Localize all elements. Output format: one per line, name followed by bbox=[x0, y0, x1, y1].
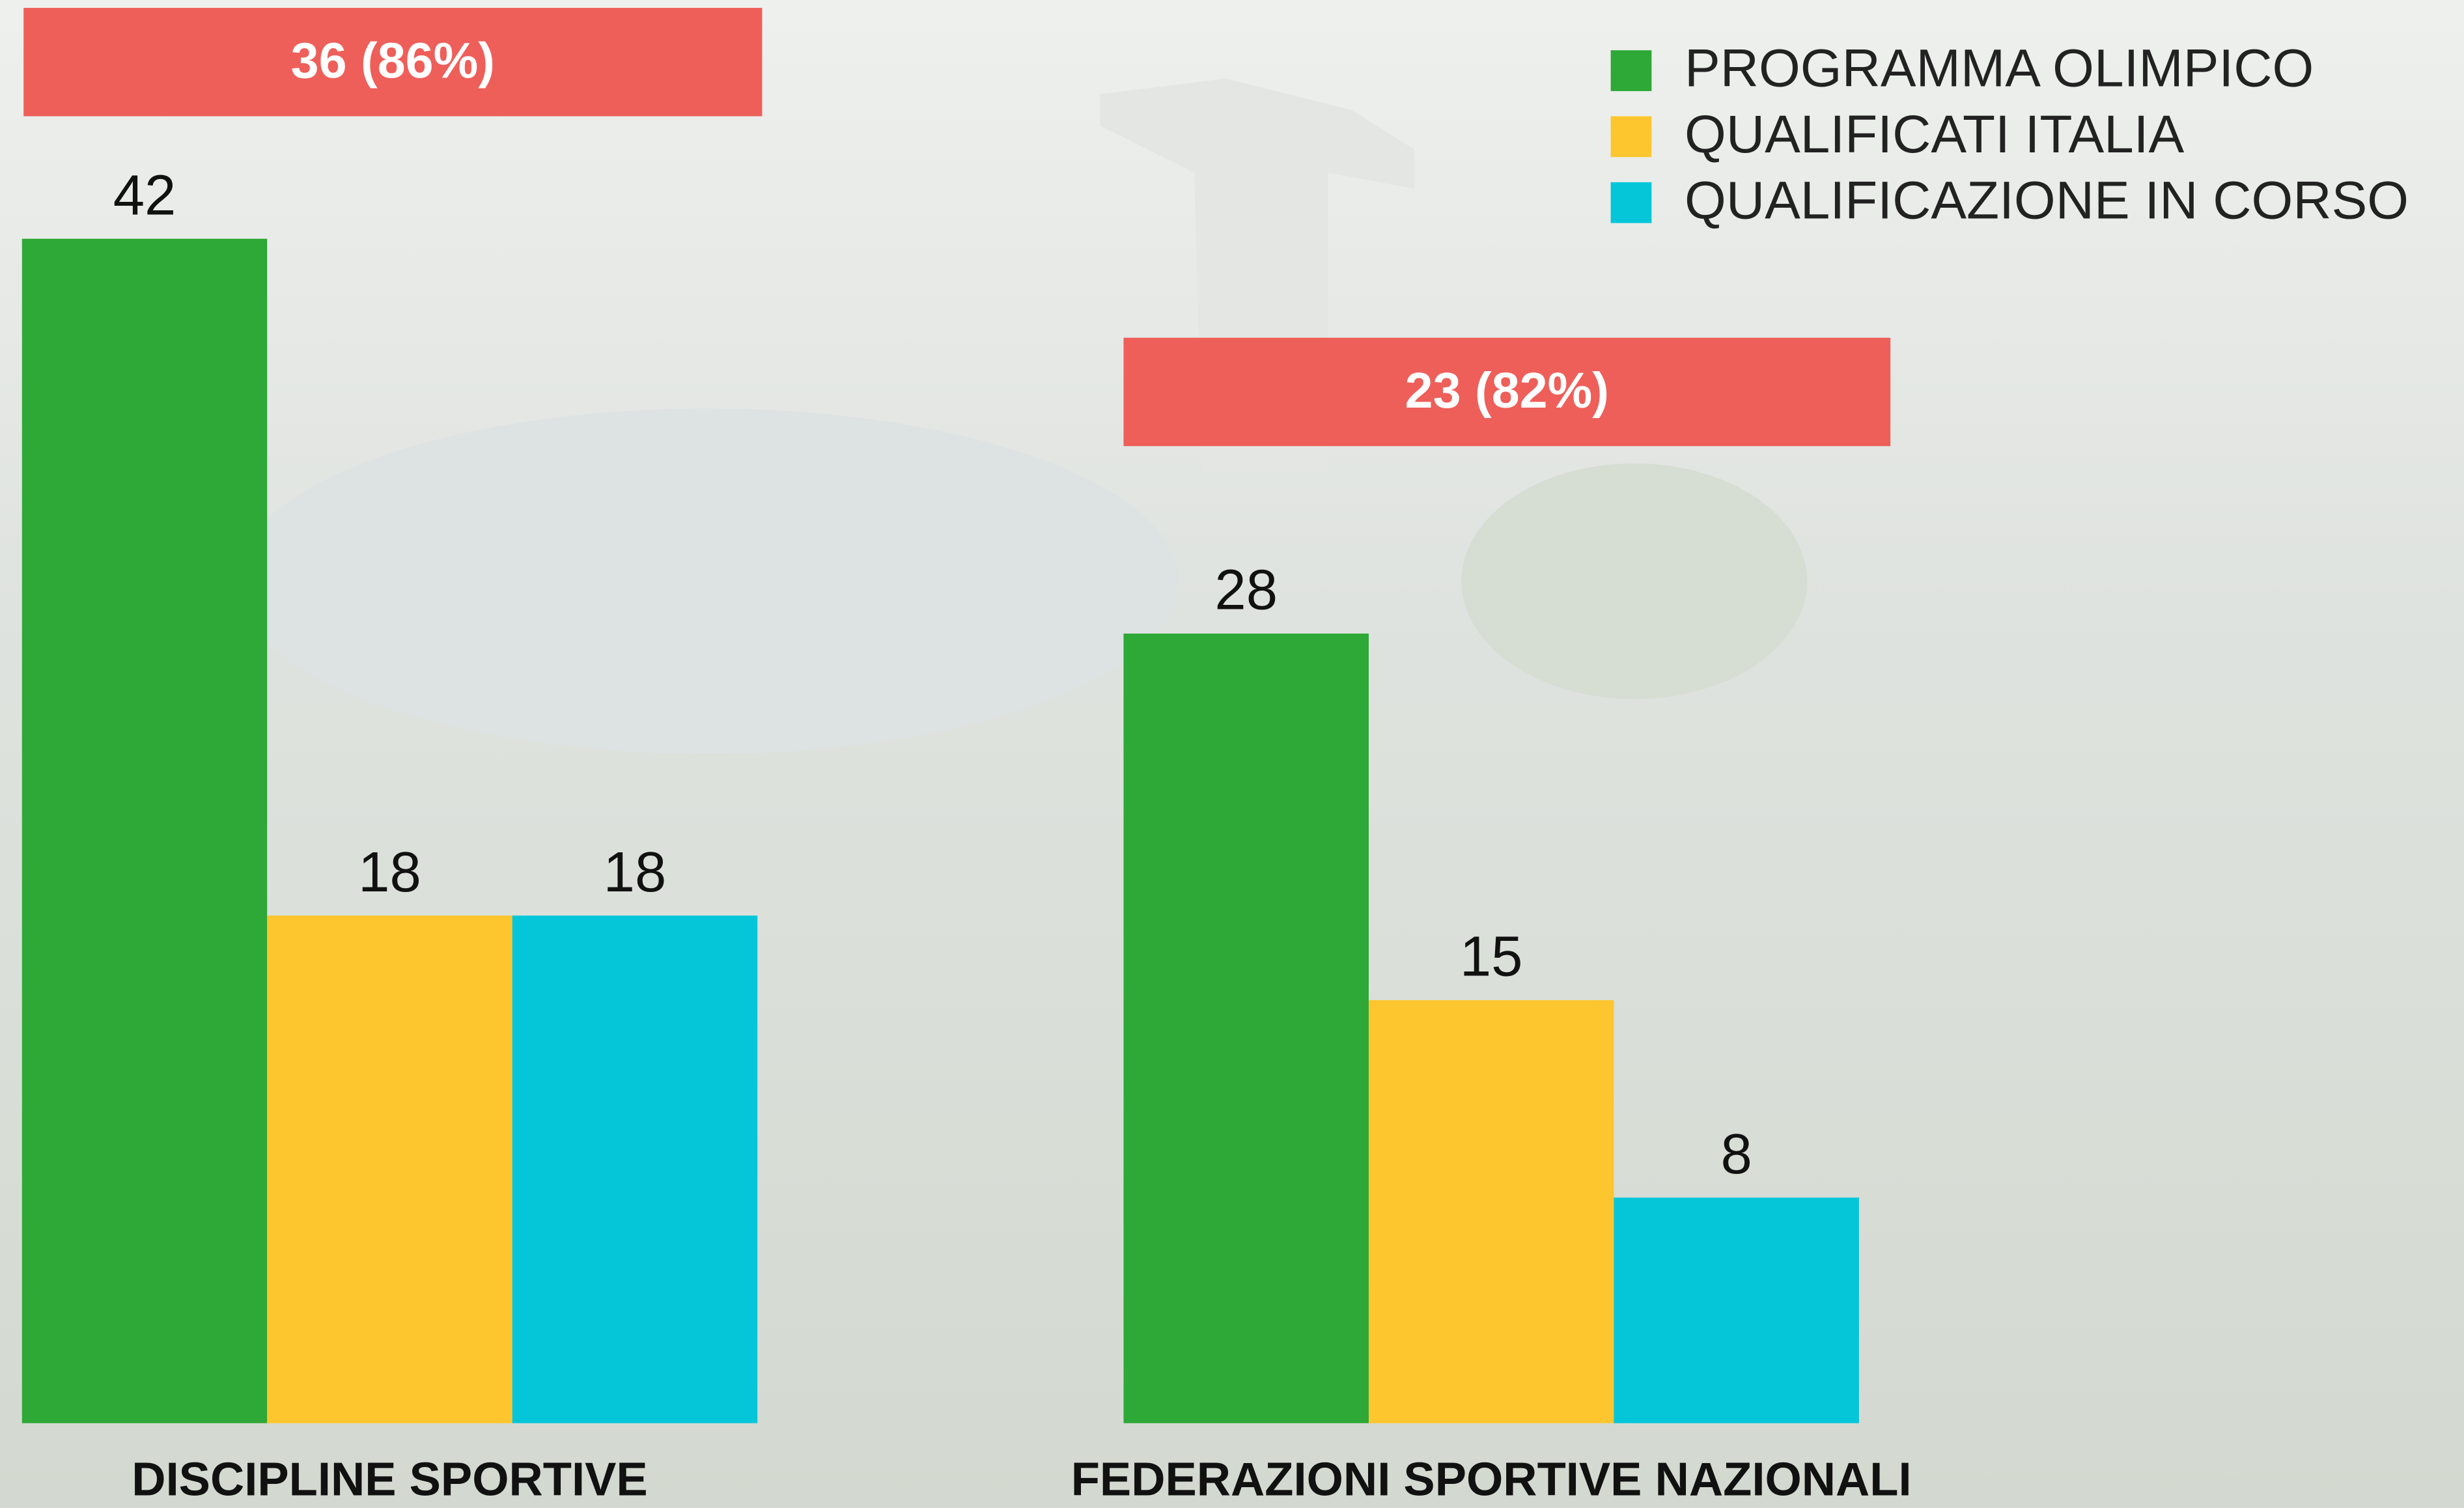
bar bbox=[1368, 1000, 1614, 1423]
value-label: 28 bbox=[1214, 559, 1278, 622]
value-label: 18 bbox=[604, 841, 667, 904]
background-statue bbox=[1100, 78, 1414, 471]
legend-label: QUALIFICAZIONE IN CORSO bbox=[1685, 171, 2409, 230]
bar bbox=[1123, 634, 1369, 1423]
legend-label: QUALIFICATI ITALIA bbox=[1685, 105, 2185, 164]
legend-label: PROGRAMMA OLIMPICO bbox=[1685, 39, 2314, 98]
annotation: 23 (82%) bbox=[1405, 363, 1609, 419]
value-label: 8 bbox=[1720, 1123, 1752, 1186]
background-lagoon bbox=[235, 408, 1179, 754]
background-track bbox=[1461, 463, 1808, 699]
value-label: 15 bbox=[1460, 925, 1523, 988]
bar bbox=[21, 238, 268, 1423]
value-label: 18 bbox=[358, 841, 421, 904]
legend-swatch bbox=[1610, 50, 1652, 91]
annotation: 36 (86%) bbox=[291, 33, 495, 89]
x-tick-label: DISCIPLINE SPORTIVE bbox=[132, 1453, 647, 1506]
annotation-banner bbox=[23, 8, 763, 117]
bar bbox=[512, 915, 758, 1423]
value-label: 42 bbox=[113, 163, 176, 227]
x-tick-label: FEDERAZIONI SPORTIVE NAZIONALI bbox=[1071, 1453, 1912, 1506]
legend-swatch bbox=[1610, 182, 1652, 223]
bar bbox=[1614, 1197, 1859, 1423]
bar bbox=[267, 915, 512, 1423]
legend-swatch bbox=[1610, 116, 1652, 158]
annotation-banner bbox=[1123, 337, 1891, 447]
